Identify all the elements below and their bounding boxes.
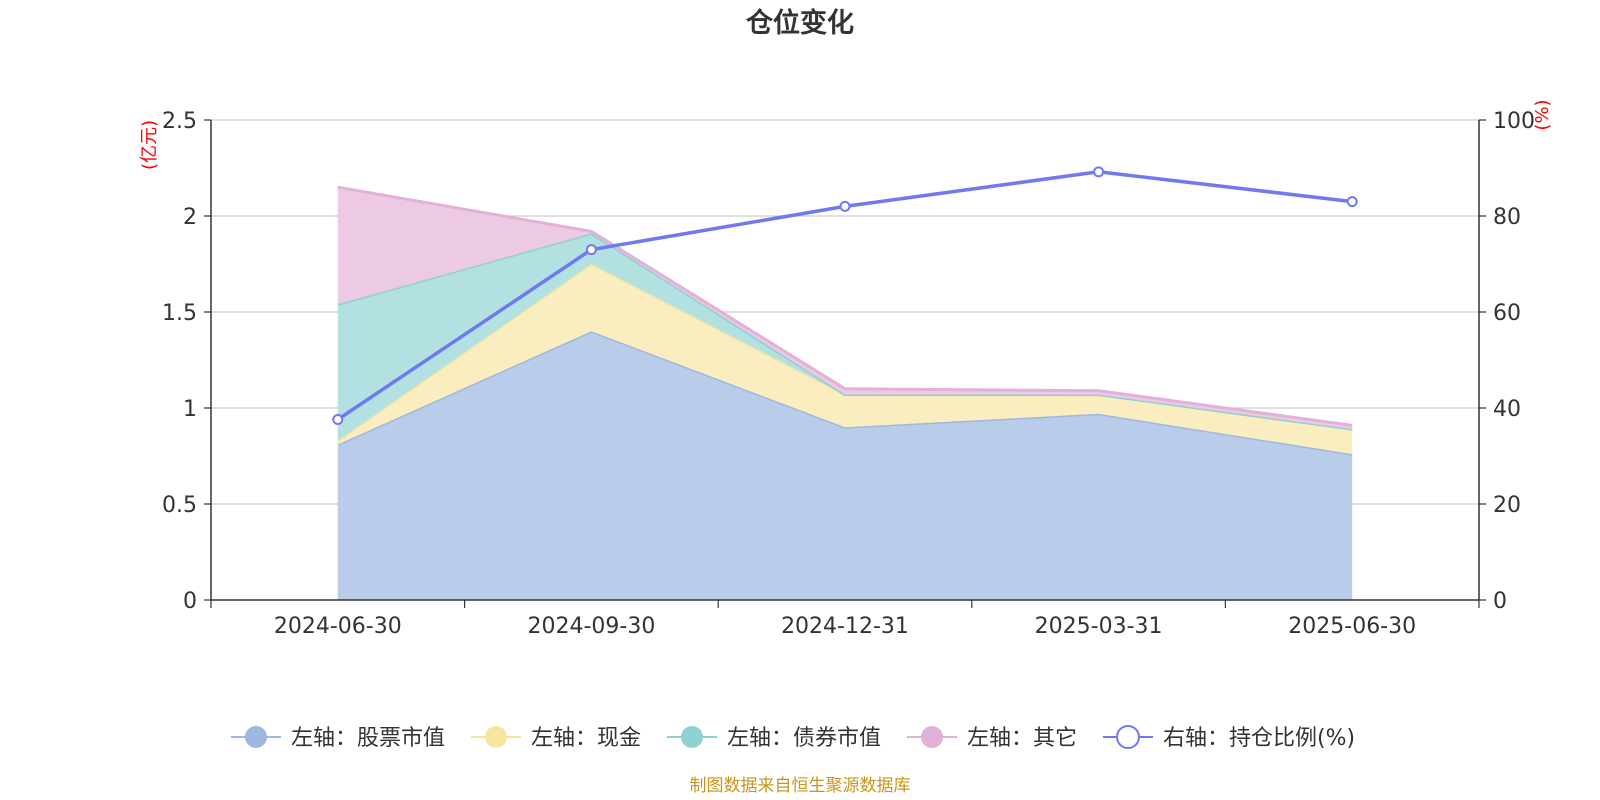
left-axis-tick-label: 2.5 — [162, 109, 197, 134]
chart-title: 仓位变化 — [745, 7, 854, 39]
holding-ratio-line — [332, 166, 1358, 426]
ratio-point — [585, 244, 597, 256]
legend-label: 左轴：其它 — [967, 726, 1077, 751]
ratio-point — [839, 200, 851, 212]
right-axis-unit: (%) — [1532, 99, 1553, 130]
left-axis-tick-label: 1.5 — [162, 301, 197, 326]
area-edge-左轴：其它 — [337, 185, 1353, 427]
legend-symbol-marker — [681, 726, 703, 748]
area-左轴：股票市值 — [337, 331, 1353, 600]
legend-item: 右轴：持仓比例(%) — [1103, 725, 1355, 751]
right-axis-tick-label: 60 — [1493, 301, 1521, 326]
left-axis-tick-label: 2 — [183, 205, 197, 230]
ratio-point — [1093, 166, 1105, 178]
ratio-point — [332, 414, 344, 426]
legend: 左轴：股票市值 左轴：现金 左轴：债券市值 左轴：其它 右轴：持仓比例(%) — [231, 725, 1355, 751]
legend-symbol-marker — [245, 726, 267, 748]
legend-symbol-marker — [485, 726, 507, 748]
left-axis-tick-label: 0.5 — [162, 493, 197, 518]
x-axis-tick-label: 2025-03-31 — [1035, 614, 1163, 639]
legend-item: 左轴：股票市值 — [231, 726, 445, 751]
area-左轴：现金 — [337, 264, 1353, 455]
x-axis-tick-label: 2025-06-30 — [1288, 614, 1416, 639]
ratio-point — [1346, 196, 1358, 208]
data-source-note: 制图数据来自恒生聚源数据库 — [690, 776, 911, 796]
x-axis-tick-label: 2024-06-30 — [274, 614, 402, 639]
stacked-areas — [336, 185, 1353, 600]
right-axis-tick-label: 100 — [1493, 109, 1535, 134]
right-axis-tick-label: 20 — [1493, 493, 1521, 518]
legend-label: 左轴：现金 — [531, 726, 641, 751]
x-axis-tick-label: 2024-09-30 — [527, 614, 655, 639]
right-axis-tick-label: 40 — [1493, 397, 1521, 422]
legend-item: 左轴：其它 — [907, 726, 1077, 751]
right-axis-tick-label: 80 — [1493, 205, 1521, 230]
x-axis-tick-label: 2024-12-31 — [781, 614, 909, 639]
legend-label: 右轴：持仓比例(%) — [1163, 726, 1355, 751]
legend-label: 左轴：债券市值 — [727, 726, 881, 751]
legend-item: 左轴：债券市值 — [667, 726, 881, 751]
left-axis-tick-label: 0 — [183, 589, 197, 614]
right-axis-tick-label: 0 — [1493, 589, 1507, 614]
left-axis-unit: (亿元) — [139, 120, 160, 170]
legend-item: 左轴：现金 — [471, 726, 641, 751]
legend-symbol-marker — [1116, 725, 1140, 749]
left-axis-tick-label: 1 — [183, 397, 197, 422]
axes: 0 0.5 1 1.5 2 2.5 0 20 40 60 80 100 2024-06-30 2024-0… — [162, 109, 1535, 639]
legend-symbol-marker — [921, 726, 943, 748]
area-左轴：其它 — [337, 187, 1353, 430]
legend-label: 左轴：股票市值 — [291, 726, 445, 751]
